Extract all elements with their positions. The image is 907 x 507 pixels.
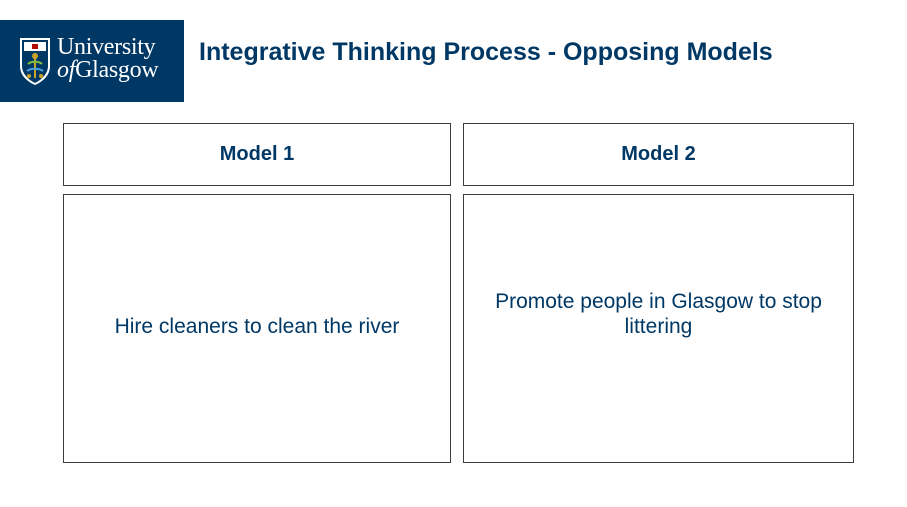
model-2-heading-box: Model 2	[463, 123, 854, 186]
logo-of: of	[57, 57, 76, 83]
university-crest-icon	[20, 38, 50, 85]
model-2-description-box: Promote people in Glasgow to stop litter…	[463, 194, 854, 463]
page-title: Integrative Thinking Process - Opposing …	[199, 38, 773, 66]
model-1-heading-box: Model 1	[63, 123, 451, 186]
model-1-description: Hire cleaners to clean the river	[114, 315, 400, 338]
logo-line-glasgow: ofGlasgow	[57, 57, 159, 83]
logo-wordmark: University ofGlasgow	[57, 34, 159, 83]
model-2-description: Promote people in Glasgow to stop litter…	[495, 289, 822, 338]
model-1-description-box: Hire cleaners to clean the river	[63, 194, 451, 463]
model-1-heading: Model 1	[219, 143, 295, 165]
logo-line-university: University	[57, 34, 156, 60]
logo-glasgow: Glasgow	[75, 57, 159, 83]
university-logo: University ofGlasgow	[0, 20, 184, 102]
model-2-heading: Model 2	[621, 143, 696, 165]
